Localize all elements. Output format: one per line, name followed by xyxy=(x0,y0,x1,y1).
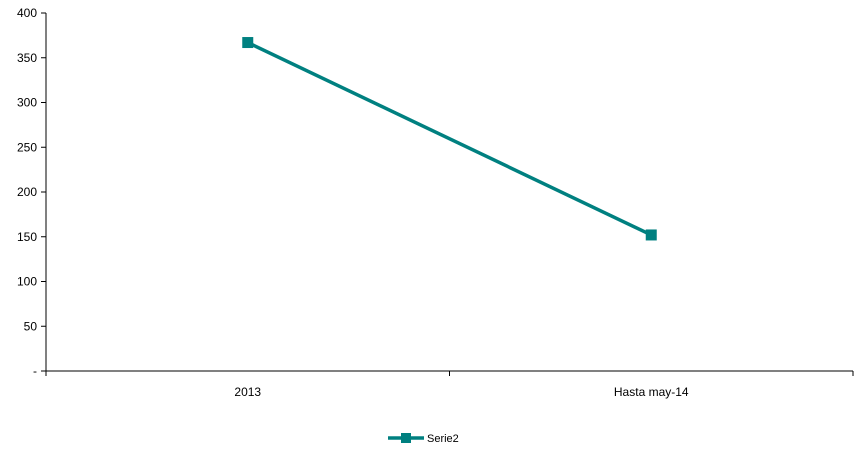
data-point-marker xyxy=(242,37,254,49)
y-tick-label: 150 xyxy=(17,230,37,244)
y-tick-label: 50 xyxy=(24,319,38,333)
y-tick-label: 250 xyxy=(17,140,37,154)
y-tick-label: 100 xyxy=(17,275,37,289)
legend-marker-swatch xyxy=(401,433,411,443)
y-tick-label: 350 xyxy=(17,51,37,65)
y-tick-label: - xyxy=(33,364,37,378)
x-ticks: 2013 Hasta may-14 xyxy=(45,371,854,399)
series-layer xyxy=(242,37,657,241)
series-line xyxy=(246,40,653,237)
y-tick-label: 400 xyxy=(17,6,37,20)
y-tick-label: 300 xyxy=(17,96,37,110)
legend: Serie2 xyxy=(388,433,459,445)
x-tick-label: 2013 xyxy=(234,385,261,399)
y-tick-label: 200 xyxy=(17,185,37,199)
legend-label: Serie2 xyxy=(427,433,459,445)
y-ticks: - 50 100 150 200 250 300 350 400 xyxy=(17,6,46,378)
data-point-marker xyxy=(645,229,657,241)
axes xyxy=(45,13,853,372)
x-tick-label: Hasta may-14 xyxy=(614,385,689,399)
